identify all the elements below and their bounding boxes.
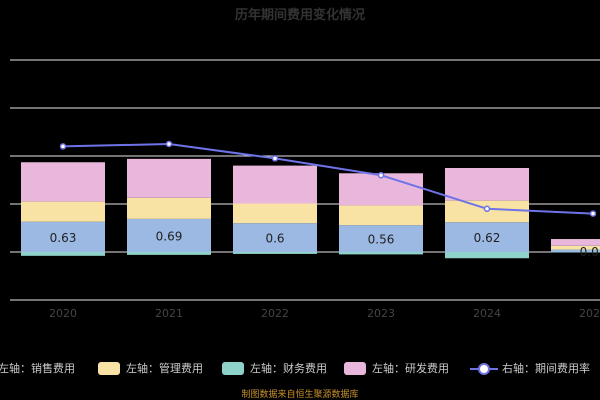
line-point xyxy=(271,155,279,162)
legend-item: 左轴：管理费用 xyxy=(98,358,203,378)
bar-segment xyxy=(551,245,600,250)
series-line xyxy=(62,142,594,215)
bar-segment xyxy=(339,252,423,255)
data-label: 0.6 xyxy=(265,232,284,246)
legend-marker xyxy=(344,361,366,375)
bar-segment xyxy=(127,252,211,255)
bar-segment xyxy=(445,222,529,252)
bar-segment xyxy=(127,218,211,252)
line-point xyxy=(165,140,173,148)
bar-segment xyxy=(233,223,317,252)
legend-marker xyxy=(470,362,498,375)
data-label: 0.63 xyxy=(50,231,77,245)
source-note: 制图数据来自恒生聚源数据库 xyxy=(241,390,359,400)
bar-segment xyxy=(233,252,317,254)
bar-segment xyxy=(127,158,211,198)
legend-label: 左轴：财务费用 xyxy=(250,362,327,375)
x-tick-label: 2020 xyxy=(49,307,77,320)
line-point xyxy=(59,143,67,150)
legend-label: 左轴：研发费用 xyxy=(372,362,449,375)
line-point xyxy=(483,205,491,213)
bar-segment xyxy=(551,249,600,252)
bar-segment xyxy=(551,252,600,253)
legend-item: 左轴：财务费用 xyxy=(222,358,327,378)
bar-segment xyxy=(21,162,105,202)
legend-item: 右轴：期间费用率 xyxy=(470,358,590,378)
bar-segment xyxy=(445,168,529,201)
x-tick-label: 2023 xyxy=(367,307,395,320)
bar-segment xyxy=(233,165,317,204)
bar-segment xyxy=(21,221,105,252)
legend-marker xyxy=(222,361,244,375)
line-point xyxy=(589,210,597,217)
bar-segment xyxy=(339,173,423,206)
legend-item: 左轴：销售费用 xyxy=(0,358,75,378)
legend-marker xyxy=(98,361,120,375)
bar-segment xyxy=(551,239,600,246)
data-label: 0.69 xyxy=(156,229,183,243)
x-tick-label: 2024 xyxy=(473,307,501,320)
data-label: 0.05 xyxy=(580,245,600,259)
bar-segment xyxy=(21,252,105,256)
legend-item: 左轴：研发费用 xyxy=(344,358,449,378)
bar-segment xyxy=(127,197,211,219)
data-label: 0.56 xyxy=(368,233,395,247)
bar-segment xyxy=(21,201,105,222)
bar-segment xyxy=(233,203,317,224)
chart-legend: 左轴：销售费用 左轴：管理费用 左轴：财务费用 左轴：研发费用 右轴：期间费用率 xyxy=(0,358,600,378)
data-label: 0.62 xyxy=(474,231,501,245)
line-point xyxy=(377,171,385,179)
legend-label: 左轴：管理费用 xyxy=(126,362,203,375)
x-tick-label: 2025 xyxy=(579,307,600,320)
chart-title: 历年期间费用变化情况 xyxy=(234,8,365,23)
bar-segment xyxy=(339,225,423,252)
x-tick-label: 2022 xyxy=(261,307,289,320)
bar-segment xyxy=(445,252,529,259)
x-tick-label: 2021 xyxy=(155,307,183,320)
bar-segment xyxy=(339,205,423,226)
legend-label: 左轴：销售费用 xyxy=(0,362,75,375)
legend-label: 右轴：期间费用率 xyxy=(502,362,590,375)
